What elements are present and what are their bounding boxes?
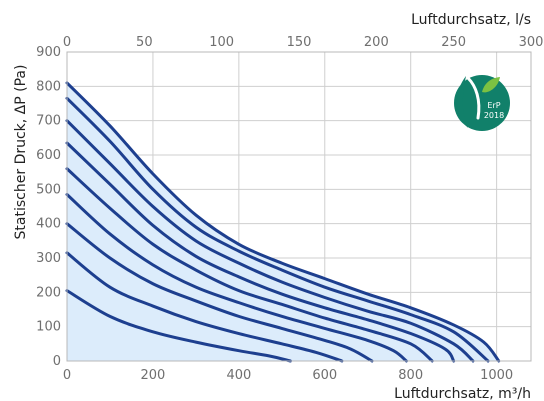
performance-curve-6 [65,141,456,363]
performance-curve-4 [65,192,408,363]
x-tick-label: 800 [398,368,423,383]
performance-curve-8 [65,96,490,363]
top-tick-label: 250 [441,35,466,50]
x-tick-label: 400 [226,368,251,383]
performance-curve-7 [65,119,475,363]
top-tick-label: 200 [364,35,389,50]
y-tick-label: 800 [36,79,61,94]
leaf-left-icon [456,76,468,128]
erp-2018-badge: ErP 2018 [454,75,510,131]
erp-badge-circle [454,75,510,131]
top-tick-label: 50 [136,35,153,50]
y-tick-label: 600 [36,148,61,163]
x-tick-label: 200 [141,368,166,383]
y-tick-label: 700 [36,114,61,129]
performance-curve-3 [65,222,374,363]
y-tick-label: 400 [36,217,61,232]
top-tick-label: 300 [519,35,544,50]
performance-curve-5 [65,167,434,363]
badge-label: ErP [487,101,500,110]
performance-curve-9 [65,81,501,363]
y-tick-label: 300 [36,251,61,266]
x-tick-label: 600 [312,368,337,383]
plot-frame [66,51,532,362]
y-tick-label: 500 [36,182,61,197]
y-tick-label: 100 [36,320,61,335]
leaf-right-icon [482,77,500,93]
operating-area-fill [67,82,499,362]
top-tick-label: 150 [287,35,312,50]
performance-curves [65,81,501,363]
x-axis-label: Luftdurchsatz, m³/h [394,386,531,401]
performance-curve-1 [65,289,292,363]
y-tick-label: 200 [36,285,61,300]
top-axis-label: Luftdurchsatz, l/s [411,12,531,28]
operating-area [67,82,499,362]
y-tick-label: 900 [36,45,61,60]
x-tick-label: 0 [63,368,71,383]
leaf-stem-icon [466,76,481,120]
badge-year: 2018 [484,111,504,120]
x-tick-label: 1000 [480,368,513,383]
top-tick-label: 0 [63,35,71,50]
y-axis-label: Statischer Druck, ΔP (Pa) [13,65,29,240]
performance-curve-2 [65,251,344,363]
y-tick-label: 0 [53,354,61,369]
top-tick-label: 100 [209,35,234,50]
